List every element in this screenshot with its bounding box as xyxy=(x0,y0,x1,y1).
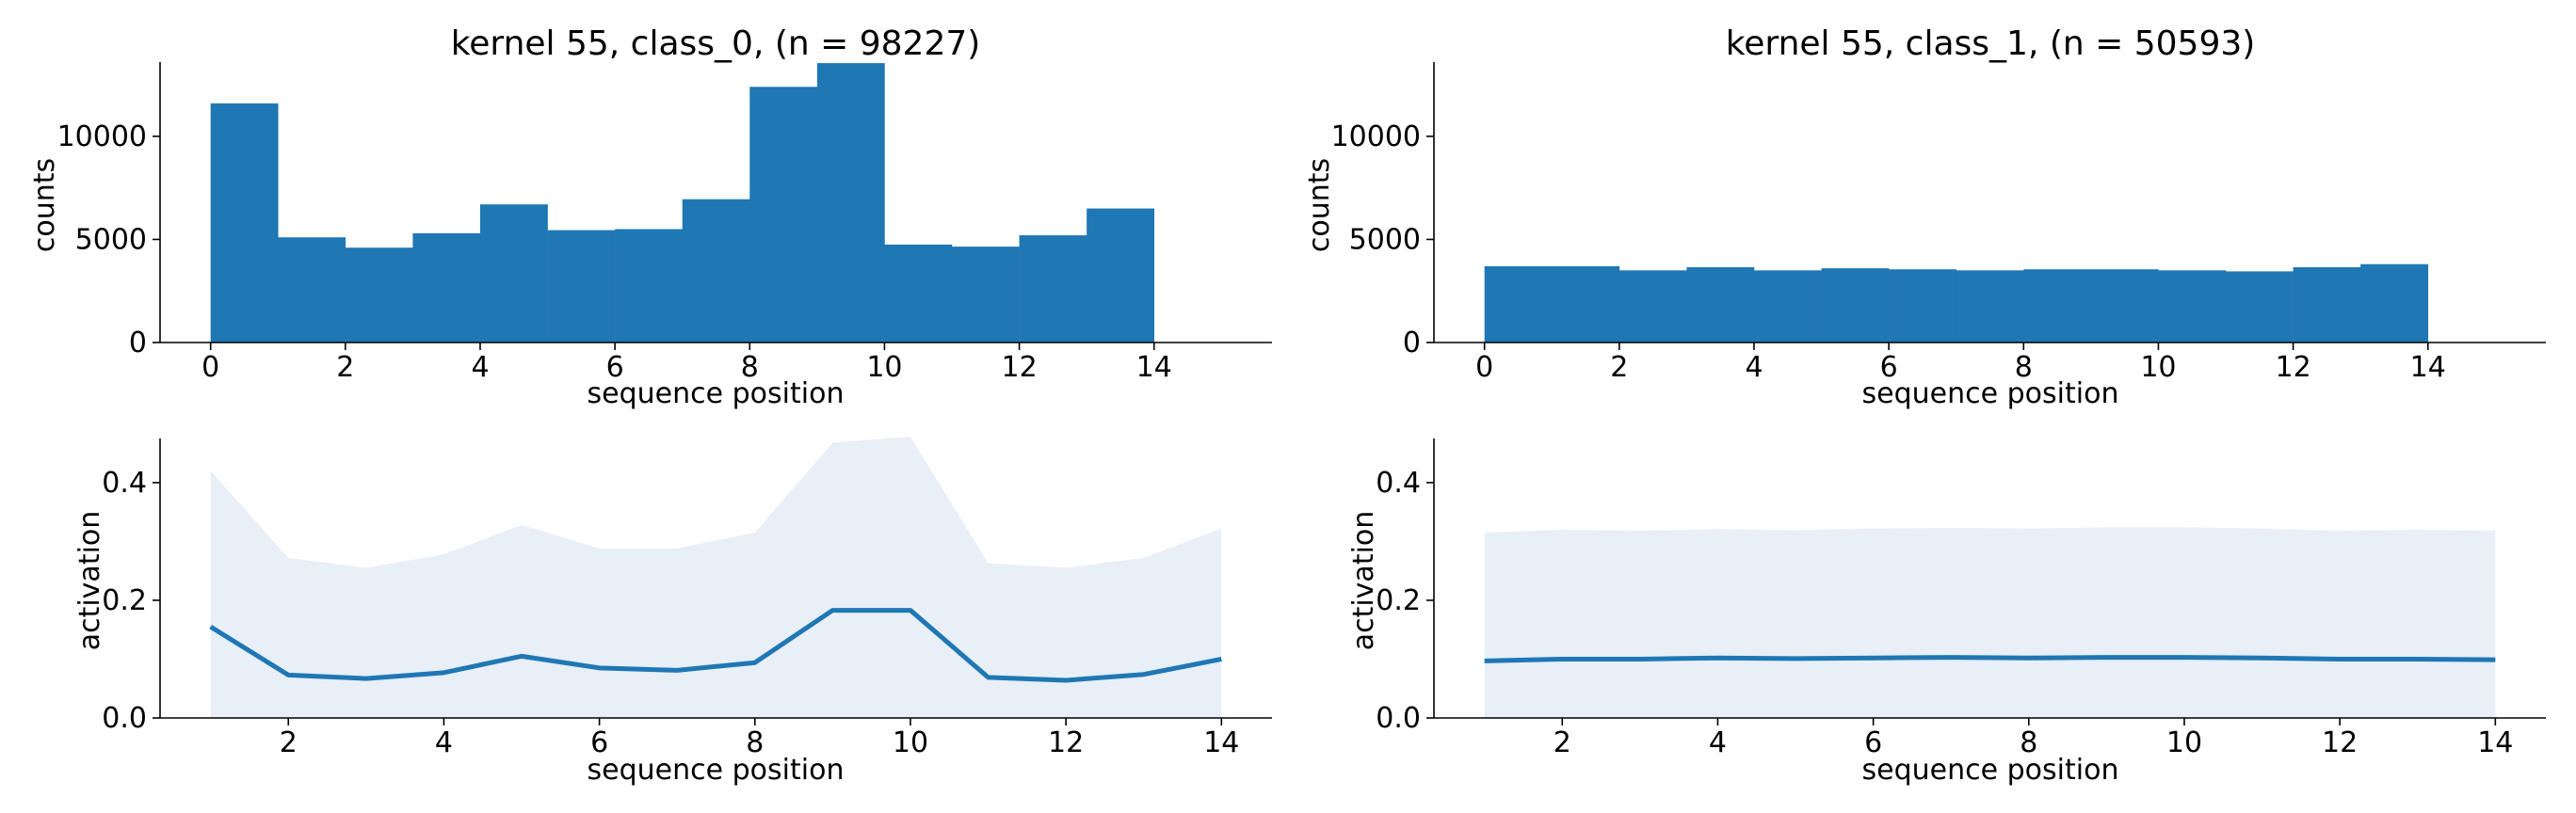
x-tick-label: 12 xyxy=(2322,726,2358,759)
x-tick-label: 12 xyxy=(1048,726,1084,759)
histogram-bar xyxy=(547,230,616,343)
axes: 2 4 6 8 10 12 14 0.0 0.2 0.4 xyxy=(102,438,1272,759)
histogram-bar xyxy=(2023,269,2092,343)
x-tick-label: 4 xyxy=(1709,726,1727,759)
y-tick-label: 0.0 xyxy=(1376,702,1421,735)
x-axis-label: sequence position xyxy=(1862,377,2119,410)
y-tick-label: 0.0 xyxy=(102,702,147,735)
histogram-bar xyxy=(479,204,548,343)
y-tick-label: 5000 xyxy=(75,223,147,256)
histogram-bar xyxy=(1753,270,1822,343)
histogram-class-1: kernel 55, class_1, (n = 50593) 0 2 4 6 8 10 1… xyxy=(1303,24,2546,410)
y-axis-label: activation xyxy=(73,511,106,651)
axes: 2 4 6 8 10 12 14 0.0 0.2 0.4 xyxy=(1376,438,2546,759)
x-tick-label: 4 xyxy=(471,351,489,384)
x-tick-label: 2 xyxy=(1554,726,1571,759)
x-tick-label: 4 xyxy=(1745,351,1763,384)
x-tick-label: 6 xyxy=(1880,351,1898,384)
x-tick-label: 10 xyxy=(2140,351,2176,384)
histogram-bar xyxy=(345,247,413,343)
activation-std-band xyxy=(1484,527,2496,718)
std-band xyxy=(210,437,1222,718)
bars xyxy=(210,63,1155,343)
x-tick-label: 10 xyxy=(893,726,928,759)
x-tick-label: 10 xyxy=(2166,726,2202,759)
histogram-bar xyxy=(278,237,346,343)
y-tick-label: 10000 xyxy=(1331,120,1421,153)
axes: 0 2 4 6 8 10 12 14 0 5000 10000 xyxy=(1331,62,2546,384)
activation-class-0: 2 4 6 8 10 12 14 0.0 0.2 0.4 sequence position ac… xyxy=(73,437,1272,787)
histogram-bar xyxy=(1019,235,1087,343)
histogram-bar xyxy=(1618,270,1687,343)
histogram-bar xyxy=(2090,269,2159,343)
chart-title: kernel 55, class_1, (n = 50593) xyxy=(1726,24,2256,63)
mean-line xyxy=(209,608,1222,683)
histogram-bar xyxy=(884,244,953,343)
std-band xyxy=(1484,527,2496,718)
x-tick-label: 8 xyxy=(2020,726,2037,759)
activation-mean-line xyxy=(209,608,1222,683)
x-tick-label: 12 xyxy=(2275,351,2310,384)
x-tick-label: 8 xyxy=(746,726,764,759)
x-tick-label: 14 xyxy=(1203,726,1239,759)
x-tick-label: 2 xyxy=(280,726,298,759)
x-tick-label: 6 xyxy=(1864,726,1882,759)
histogram-bar xyxy=(1087,208,1155,343)
x-tick-label: 2 xyxy=(336,351,354,384)
histogram-bar xyxy=(1552,265,1620,343)
x-axis-label: sequence position xyxy=(588,377,845,410)
x-tick-label: 14 xyxy=(2410,351,2446,384)
histogram-bar xyxy=(682,199,750,343)
activation-mean-line xyxy=(1484,655,2496,663)
activation-std-band xyxy=(210,437,1222,718)
x-tick-label: 2 xyxy=(1610,351,1628,384)
histogram-bar xyxy=(2158,270,2227,343)
y-axis-label: activation xyxy=(1347,511,1380,651)
y-tick-label: 0.2 xyxy=(1376,584,1421,617)
histogram-bar xyxy=(2226,271,2294,343)
y-tick-label: 5000 xyxy=(1349,223,1421,256)
chart-title: kernel 55, class_0, (n = 98227) xyxy=(451,24,981,63)
y-tick-label: 0.4 xyxy=(102,467,147,500)
x-tick-label: 14 xyxy=(1136,351,1172,384)
x-tick-label: 10 xyxy=(866,351,902,384)
y-axis-label: counts xyxy=(1303,158,1336,252)
x-tick-label: 12 xyxy=(1001,351,1037,384)
histogram-bar xyxy=(210,103,279,343)
x-tick-label: 0 xyxy=(1475,351,1493,384)
x-tick-label: 6 xyxy=(606,351,624,384)
axes: 0 2 4 6 8 10 12 14 0 5000 10000 xyxy=(57,62,1272,384)
y-tick-label: 10000 xyxy=(57,120,147,153)
histogram-class-0: kernel 55, class_0, (n = 98227) 0 2 4 6 8 10 1… xyxy=(28,24,1272,410)
mean-line xyxy=(1484,655,2496,663)
histogram-bar xyxy=(412,232,481,343)
histogram-bar xyxy=(2360,263,2429,343)
histogram-bar xyxy=(2293,267,2361,343)
histogram-bar xyxy=(1821,268,1890,343)
histogram-bar xyxy=(749,87,818,343)
x-tick-label: 6 xyxy=(590,726,608,759)
x-axis-label: sequence position xyxy=(588,754,845,787)
y-tick-label: 0.2 xyxy=(102,584,147,617)
histogram-bar xyxy=(816,63,885,343)
x-tick-label: 0 xyxy=(201,351,219,384)
x-tick-label: 4 xyxy=(435,726,453,759)
y-tick-label: 0.4 xyxy=(1376,467,1421,500)
histogram-bar xyxy=(1686,267,1755,343)
histogram-bar xyxy=(952,247,1020,343)
activation-class-1: 2 4 6 8 10 12 14 0.0 0.2 0.4 sequence position ac… xyxy=(1347,438,2546,787)
bars xyxy=(1484,263,2429,343)
histogram-bar xyxy=(1956,270,2024,343)
y-tick-label: 0 xyxy=(129,327,147,359)
histogram-bar xyxy=(1484,265,1553,343)
histogram-bar xyxy=(1889,269,1957,343)
histogram-bar xyxy=(615,229,684,343)
x-tick-label: 8 xyxy=(2015,351,2033,384)
x-tick-label: 8 xyxy=(741,351,759,384)
y-axis-label: counts xyxy=(28,158,61,252)
y-tick-label: 0 xyxy=(1403,327,1421,359)
x-axis-label: sequence position xyxy=(1862,754,2119,787)
x-tick-label: 14 xyxy=(2477,726,2513,759)
